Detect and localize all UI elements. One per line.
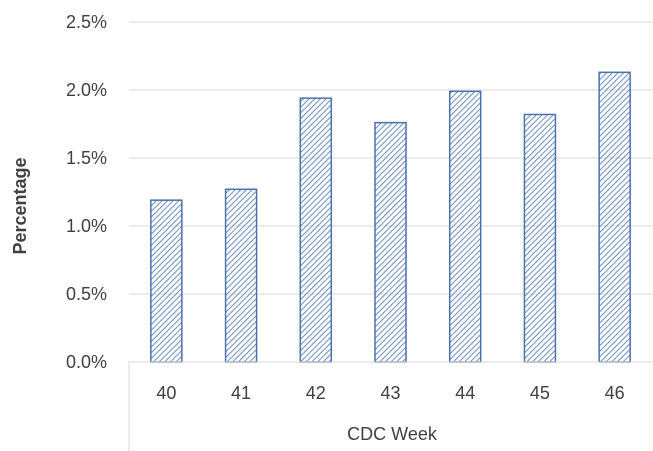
x-tick-label: 40 <box>156 383 176 403</box>
y-axis-title: Percentage <box>10 157 30 254</box>
x-tick-label: 41 <box>231 383 251 403</box>
x-axis-title: CDC Week <box>347 424 438 444</box>
x-tick-label: 46 <box>605 383 625 403</box>
bar-40 <box>150 199 183 363</box>
x-tick-label: 42 <box>306 383 326 403</box>
bar-41 <box>224 188 258 363</box>
y-axis-ticks: 0.0% 0.5% 1.0% 1.5% 2.0% 2.5% <box>66 12 107 372</box>
bar-42 <box>299 97 333 363</box>
bar-44 <box>448 90 482 363</box>
x-axis: 40 41 42 43 44 45 46 <box>128 361 652 451</box>
y-tick-label: 2.0% <box>66 80 107 100</box>
y-tick-label: 0.5% <box>66 284 107 304</box>
x-tick-label: 44 <box>455 383 475 403</box>
bar-43 <box>374 121 407 363</box>
bars <box>150 71 631 363</box>
bar-46 <box>598 71 631 363</box>
x-tick-label: 43 <box>380 383 400 403</box>
bar-45 <box>523 113 557 363</box>
y-tick-label: 1.0% <box>66 216 107 236</box>
x-tick-label: 45 <box>530 383 550 403</box>
y-tick-label: 0.0% <box>66 352 107 372</box>
y-tick-label: 2.5% <box>66 12 107 32</box>
y-tick-label: 1.5% <box>66 148 107 168</box>
